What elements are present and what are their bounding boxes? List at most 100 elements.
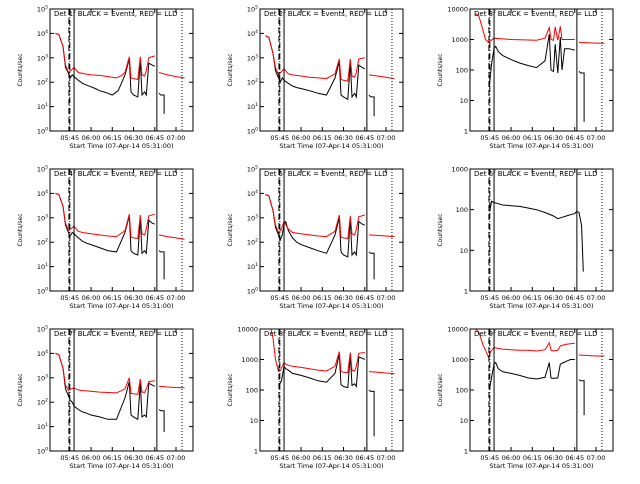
y-tick-label: 1000 (241, 356, 258, 364)
events-series-line-0 (265, 194, 365, 258)
y-tick-label: 101 (37, 262, 48, 271)
y-tick-label: 1000 (451, 166, 468, 174)
x-tick-label: 06:30 (544, 134, 563, 142)
y-tick-label: 100 (37, 287, 48, 296)
y-tick-label: 102 (37, 238, 48, 247)
events-series-line-0 (278, 353, 366, 389)
x-tick-label: 05:45 (480, 294, 499, 302)
x-tick-label: 05:45 (270, 134, 289, 142)
x-tick-label: 06:30 (334, 134, 353, 142)
x-tick-label: 05:45 (480, 134, 499, 142)
chart-title: Det 9f BLACK = Events, RED = LLD (474, 330, 597, 338)
x-tick-label: 07:00 (587, 294, 606, 302)
x-tick-label: 06:15 (523, 134, 542, 142)
x-tick-label: 05:45 (60, 454, 79, 462)
x-axis-label: Start Time (07-Apr-14 05:31:00) (69, 302, 173, 310)
chart-panel-7: 05:45 06:00 06:15 06:30 06:45 07:001001011021… (17, 325, 194, 470)
x-tick-label: 06:15 (313, 454, 332, 462)
series-group (475, 13, 605, 122)
y-tick-label: 1 (464, 288, 468, 296)
y-tick-exponent: 3 (255, 213, 258, 219)
y-tick-exponent: 1 (45, 262, 48, 268)
lld-series-line-1 (55, 192, 155, 240)
y-tick-label: 10 (460, 417, 468, 425)
x-tick-label: 05:45 (60, 294, 79, 302)
y-tick-exponent: 4 (45, 189, 48, 195)
y-tick-exponent: 5 (255, 165, 258, 171)
x-tick-label: 05:45 (60, 134, 79, 142)
events-series-line-0 (55, 352, 156, 421)
events-series-line-1 (577, 211, 584, 272)
x-tick-label: 06:00 (82, 294, 101, 302)
events-series-line-3 (578, 71, 585, 122)
y-tick-exponent: 0 (45, 127, 48, 133)
y-tick-label: 100 (246, 387, 258, 395)
lld-series-line-2 (368, 74, 395, 80)
y-tick-exponent: 3 (45, 53, 48, 59)
chart-panel-8: 05:45 06:00 06:15 06:30 06:45 07:00 1 10 100 1000… (227, 326, 404, 470)
x-tick-label: 07:00 (587, 134, 606, 142)
plot-frame (49, 8, 194, 132)
series-group (265, 194, 395, 280)
y-tick-label: 1 (464, 128, 468, 136)
y-tick-label: 103 (37, 53, 48, 62)
y-tick-label: 102 (37, 78, 48, 87)
events-series-line-3 (158, 409, 165, 432)
x-tick-label: 07:00 (377, 294, 396, 302)
y-tick-label: 100 (456, 206, 468, 214)
y-tick-label: 10 (250, 417, 258, 425)
x-tick-label: 05:45 (270, 454, 289, 462)
y-tick-label: 105 (247, 165, 258, 174)
chart-title: Det 3f BLACK = Events, RED = LLD (474, 10, 597, 18)
y-axis-label: Counts/sec (17, 213, 24, 246)
y-tick-label: 105 (37, 5, 48, 14)
x-tick-label: 06:45 (355, 134, 374, 142)
events-series-line-3 (368, 389, 375, 437)
chart-panel-2: 05:45 06:00 06:15 06:30 06:45 07:001001011021… (227, 5, 404, 150)
y-axis-label: Counts/sec (227, 53, 234, 86)
x-tick-label: 06:00 (502, 454, 521, 462)
chart-title: Det 5f BLACK = Events, RED = LLD (264, 170, 387, 178)
x-tick-label: 06:15 (523, 294, 542, 302)
events-series-line-0 (55, 192, 155, 256)
x-tick-label: 07:00 (167, 454, 186, 462)
plot-frame (49, 328, 194, 452)
x-tick-label: 06:30 (334, 294, 353, 302)
y-tick-label: 103 (247, 213, 258, 222)
events-series-line-3 (368, 251, 375, 280)
lld-series-line-1 (475, 13, 575, 44)
x-tick-label: 06:45 (565, 134, 584, 142)
y-tick-label: 100 (456, 387, 468, 395)
x-axis-label: Start Time (07-Apr-14 05:31:00) (489, 302, 593, 310)
events-series-line-3 (368, 94, 375, 117)
x-tick-label: 06:30 (334, 454, 353, 462)
x-tick-label: 06:15 (523, 454, 542, 462)
lld-series-line-2 (158, 234, 185, 240)
chart-panel-1: 05:45 06:00 06:15 06:30 06:45 07:001001011021… (17, 5, 194, 150)
y-tick-exponent: 2 (45, 398, 48, 404)
x-tick-label: 07:00 (377, 454, 396, 462)
series-group (489, 200, 584, 272)
lld-series-line-1 (270, 329, 365, 374)
lld-series-line-2 (578, 354, 605, 357)
x-tick-label: 06:00 (292, 454, 311, 462)
x-tick-label: 06:45 (565, 294, 584, 302)
x-axis-label: Start Time (07-Apr-14 05:31:00) (279, 142, 383, 150)
series-group (265, 35, 395, 117)
y-tick-label: 1000 (451, 356, 468, 364)
y-tick-label: 100 (247, 287, 258, 296)
lld-series-line-2 (368, 234, 395, 238)
y-tick-label: 103 (37, 213, 48, 222)
y-axis-label: Counts/sec (437, 373, 444, 406)
y-tick-label: 104 (247, 29, 258, 38)
y-tick-exponent: 4 (255, 189, 258, 195)
x-tick-label: 06:15 (313, 294, 332, 302)
y-tick-label: 10000 (447, 6, 468, 14)
y-tick-label: 10 (460, 97, 468, 105)
y-axis-label: Counts/sec (227, 373, 234, 406)
y-tick-label: 10 (460, 247, 468, 255)
chart-panel-3: 05:45 06:00 06:15 06:30 06:45 07:00 1 10 100 1000… (437, 6, 614, 150)
lld-series-line-1 (55, 32, 155, 80)
